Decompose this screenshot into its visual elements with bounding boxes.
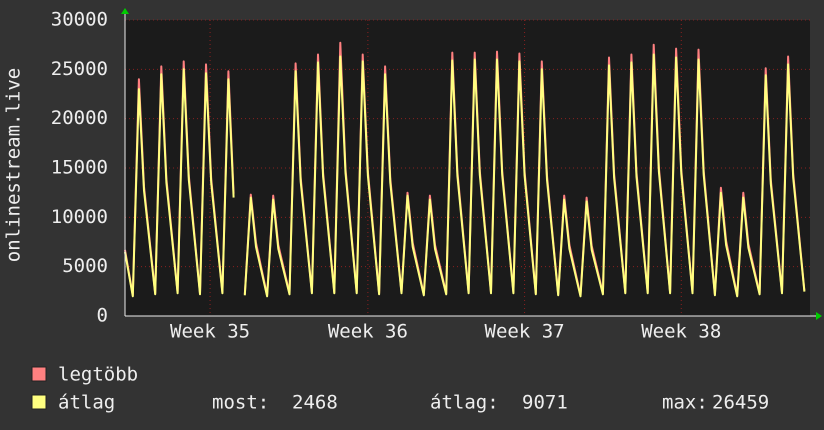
y-tick-label: 15000 [51,157,108,179]
y-axis-label: onlinestream.live [3,68,25,262]
y-tick-label: 0 [97,305,108,327]
lines [124,41,806,298]
legend-swatch [31,394,47,410]
y-arrow [121,8,129,14]
stat-value: 9071 [522,392,568,414]
y-tick-label: 20000 [51,107,108,129]
legend: legtöbb átlag most: 2468 átlag: 9071 max: 26459 [31,364,769,414]
x-tick-label: Week 38 [641,321,721,343]
y-tick-label: 30000 [51,9,108,31]
legend-label: átlag [58,392,115,414]
stat-label: max: [662,392,708,414]
legend-swatch [31,366,47,382]
y-tick-label: 5000 [62,255,108,277]
stat-value: 26459 [712,392,769,414]
series-line [124,53,806,298]
x-tick-label: Week 37 [485,321,565,343]
y-tick-label: 25000 [51,58,108,80]
stat-value: 2468 [292,392,338,414]
x-tick-label: Week 36 [328,321,408,343]
stat-label: most: [212,392,269,414]
x-arrow [816,312,822,320]
legend-label: legtöbb [58,364,138,386]
stat-label: átlag: [430,392,499,414]
x-tick-label: Week 35 [170,321,250,343]
y-tick-label: 10000 [51,206,108,228]
